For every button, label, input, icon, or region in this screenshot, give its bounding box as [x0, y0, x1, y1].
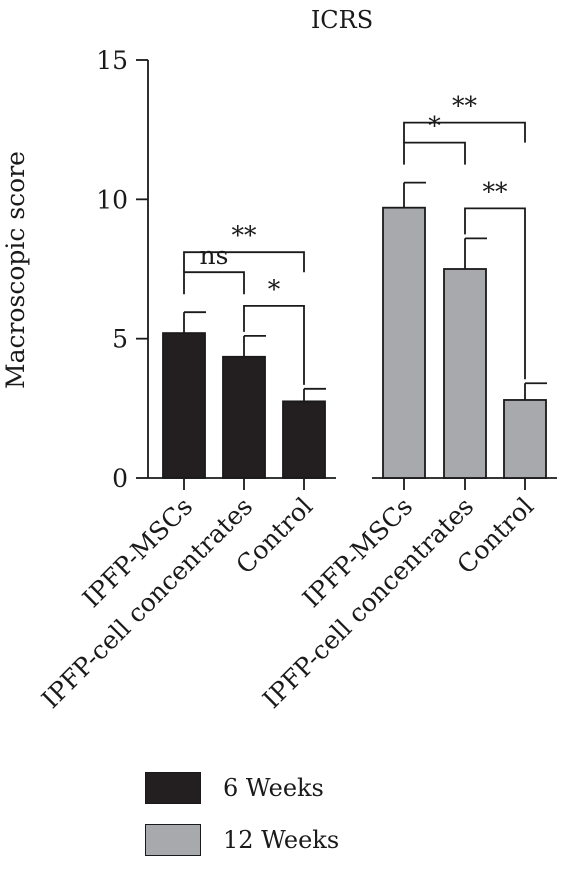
- legend-label: 6 Weeks: [223, 774, 324, 802]
- significance-bracket: [183, 251, 305, 273]
- y-tick-label: 5: [112, 325, 128, 354]
- y-tick-label: 10: [96, 185, 128, 214]
- significance-label: *: [428, 112, 441, 141]
- chart-title: ICRS: [311, 6, 373, 34]
- significance-bracket: [403, 121, 526, 143]
- bar: [222, 355, 266, 479]
- y-axis-label: Macroscopic score: [1, 151, 30, 389]
- legend: 6 Weeks 12 Weeks: [145, 770, 339, 874]
- bar: [443, 268, 487, 479]
- significance-bracket: [464, 207, 526, 380]
- legend-swatch-6-weeks: [145, 772, 201, 804]
- bar: [503, 399, 547, 479]
- bar-chart: ICRS Macroscopic score 051015IPFP-MSCsIP…: [1, 6, 557, 714]
- significance-bracket: [183, 271, 245, 295]
- bar: [162, 332, 206, 479]
- significance-bracket: [403, 141, 466, 165]
- y-tick-label: 15: [96, 46, 128, 75]
- legend-label: 12 Weeks: [223, 826, 340, 854]
- legend-swatch-12-weeks: [145, 824, 201, 856]
- bar: [382, 206, 426, 479]
- significance-label: **: [452, 92, 478, 121]
- y-tick-label: 0: [112, 464, 128, 493]
- legend-item-6-weeks: 6 Weeks: [145, 770, 339, 806]
- significance-label: **: [232, 221, 258, 250]
- significance-label: *: [268, 275, 281, 304]
- significance-bracket: [243, 304, 305, 385]
- bar: [282, 400, 326, 479]
- significance-label: ns: [200, 241, 229, 270]
- significance-label: **: [483, 177, 509, 206]
- legend-item-12-weeks: 12 Weeks: [145, 822, 339, 858]
